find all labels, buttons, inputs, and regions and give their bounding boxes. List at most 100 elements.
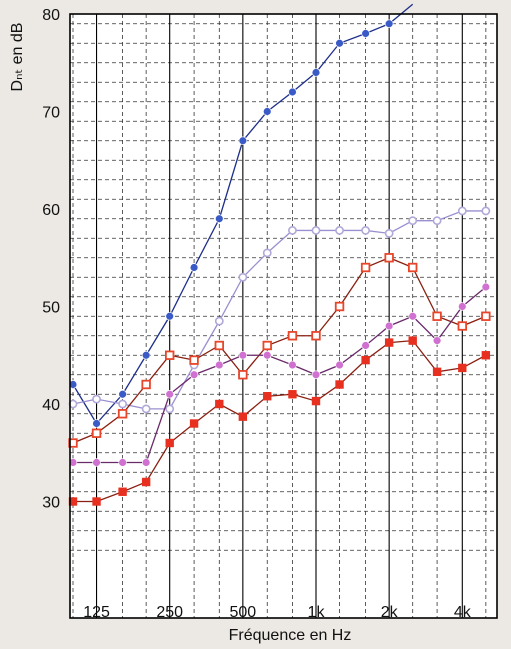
- data-point: [118, 487, 127, 496]
- data-point: [311, 331, 321, 341]
- data-point: [165, 438, 174, 448]
- data-point: [215, 360, 224, 370]
- data-point: [238, 136, 248, 145]
- data-point: [311, 396, 321, 406]
- data-point: [457, 206, 467, 216]
- data-point: [288, 360, 297, 370]
- x-tick-labels: 125 250 500 1k 2k 4k: [83, 604, 472, 621]
- data-point: [92, 458, 101, 467]
- series-4: [68, 282, 491, 467]
- data-point: [214, 316, 224, 326]
- data-point: [238, 351, 248, 360]
- data-point: [141, 351, 151, 360]
- data-point: [189, 263, 199, 272]
- data-point: [141, 379, 151, 390]
- data-point: [262, 248, 272, 258]
- data-point: [189, 355, 199, 365]
- data-point: [361, 226, 371, 235]
- plot-frame: [69, 13, 498, 619]
- series-group: [68, 3, 491, 506]
- data-point: [384, 253, 394, 263]
- data-point: [68, 380, 78, 389]
- y-tick-label: 50: [42, 300, 60, 317]
- data-point: [92, 394, 101, 404]
- x-tick-label: 1k: [308, 604, 326, 621]
- data-point: [263, 107, 272, 116]
- data-point: [432, 336, 442, 345]
- data-point: [361, 355, 370, 365]
- grid: [70, 14, 497, 618]
- data-point: [118, 399, 128, 409]
- series-1: [68, 3, 414, 428]
- data-point: [117, 409, 128, 419]
- data-point: [118, 458, 127, 467]
- data-point: [165, 404, 175, 414]
- data-point: [288, 226, 297, 235]
- data-point: [189, 419, 199, 428]
- data-point: [262, 340, 272, 351]
- data-point: [164, 350, 175, 360]
- data-point: [457, 321, 468, 331]
- data-point: [68, 458, 78, 467]
- data-point: [141, 404, 151, 414]
- series-2: [68, 206, 491, 414]
- data-point: [481, 282, 491, 292]
- y-tick-label: 40: [42, 397, 60, 414]
- x-tick-label: 125: [83, 604, 110, 621]
- data-point: [91, 428, 102, 438]
- data-point: [408, 216, 418, 226]
- data-point: [361, 341, 370, 350]
- data-point: [238, 370, 248, 380]
- y-tick-label: 70: [42, 105, 60, 122]
- data-point: [92, 497, 101, 506]
- data-point: [165, 390, 174, 399]
- data-point: [334, 301, 345, 312]
- data-point: [335, 360, 344, 370]
- data-point: [458, 363, 467, 373]
- data-point: [288, 87, 297, 97]
- data-point: [335, 226, 344, 235]
- data-point: [481, 206, 491, 216]
- data-point: [407, 262, 418, 273]
- data-point: [408, 336, 417, 345]
- y-tick-labels: 30 40 50 60 70 80: [42, 7, 60, 512]
- data-point: [118, 390, 127, 399]
- y-tick-label: 30: [42, 495, 60, 512]
- data-point: [432, 311, 442, 321]
- data-point: [288, 390, 297, 399]
- data-point: [141, 477, 151, 487]
- data-point: [360, 262, 371, 273]
- series-3: [68, 253, 491, 448]
- data-point: [311, 68, 321, 77]
- data-point: [458, 302, 467, 311]
- data-point: [432, 216, 442, 226]
- data-point: [384, 321, 394, 331]
- data-point: [432, 367, 442, 377]
- data-point: [361, 29, 370, 38]
- data-point: [68, 497, 78, 506]
- data-point: [263, 351, 272, 360]
- data-point: [287, 331, 298, 341]
- y-tick-label: 60: [42, 202, 60, 219]
- x-axis-title: Fréquence en Hz: [229, 627, 352, 644]
- data-point: [408, 312, 417, 321]
- data-point: [189, 370, 199, 379]
- data-point: [215, 399, 224, 409]
- series-5: [68, 336, 491, 506]
- data-point: [215, 214, 224, 223]
- y-tick-label: 80: [42, 7, 60, 24]
- x-tick-label: 2k: [381, 604, 399, 621]
- data-point: [481, 311, 491, 321]
- data-point: [384, 228, 394, 238]
- x-tick-label: 500: [229, 604, 256, 621]
- data-point: [238, 272, 248, 282]
- data-point: [311, 370, 321, 379]
- data-point: [165, 312, 174, 321]
- series-line: [72, 257, 487, 444]
- data-point: [335, 380, 344, 389]
- data-point: [335, 39, 344, 48]
- data-point: [384, 19, 394, 28]
- data-point: [311, 226, 321, 235]
- data-point: [214, 340, 225, 351]
